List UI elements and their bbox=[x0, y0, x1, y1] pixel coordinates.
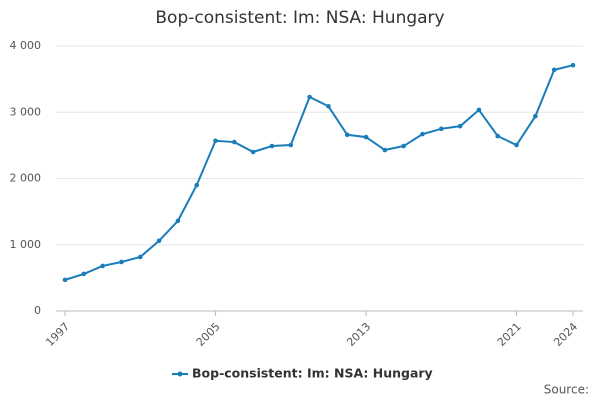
point bbox=[250, 149, 256, 155]
point bbox=[213, 138, 218, 144]
point bbox=[62, 277, 68, 283]
x-tick-label: 1997 bbox=[43, 320, 72, 349]
y-tick-label: 1 000 bbox=[10, 238, 42, 251]
point bbox=[81, 271, 87, 277]
point bbox=[570, 62, 576, 68]
point bbox=[363, 134, 369, 140]
point bbox=[344, 132, 350, 138]
point bbox=[551, 67, 557, 73]
point bbox=[232, 139, 237, 145]
point bbox=[438, 126, 444, 132]
legend-label: Bop-consistent: Im: NSA: Hungary bbox=[192, 366, 433, 381]
legend-marker bbox=[177, 371, 183, 377]
series-line bbox=[64, 64, 574, 281]
y-tick-label: 0 bbox=[34, 304, 41, 317]
point bbox=[288, 142, 294, 148]
x-tick-label: 2013 bbox=[344, 320, 373, 349]
point bbox=[326, 103, 331, 109]
point bbox=[119, 259, 124, 265]
x-tick-label: 2005 bbox=[194, 320, 223, 349]
point bbox=[401, 143, 406, 149]
x-tick-label: 2021 bbox=[495, 320, 524, 349]
point bbox=[307, 94, 312, 100]
point bbox=[382, 147, 388, 153]
chart-title: Bop-consistent: Im: NSA: Hungary bbox=[155, 8, 444, 28]
source: Source: bbox=[544, 383, 589, 397]
point bbox=[137, 254, 143, 260]
point bbox=[495, 133, 501, 139]
point bbox=[457, 123, 463, 129]
y-tick-label: 2 000 bbox=[10, 172, 42, 185]
point bbox=[156, 238, 162, 244]
point bbox=[175, 218, 181, 224]
point bbox=[269, 143, 275, 149]
point bbox=[476, 107, 482, 113]
point bbox=[194, 182, 200, 188]
point bbox=[533, 113, 538, 119]
y-tick-label: 4 000 bbox=[10, 39, 42, 52]
point bbox=[420, 131, 425, 137]
x-tick-label: 2024 bbox=[551, 320, 580, 349]
y-tick-label: 3 000 bbox=[10, 105, 42, 118]
point bbox=[514, 142, 519, 148]
point bbox=[100, 263, 105, 269]
